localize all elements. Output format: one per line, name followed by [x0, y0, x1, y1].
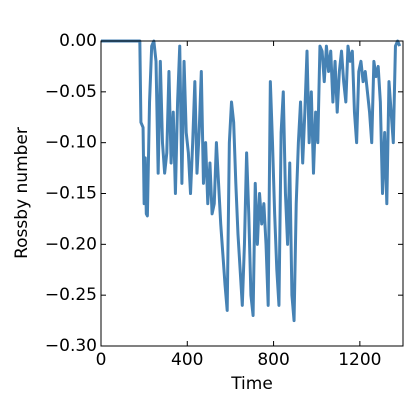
x-tick-label: 400 — [171, 350, 203, 370]
y-tick-label: −0.10 — [45, 133, 97, 153]
y-tick-label: −0.05 — [45, 82, 97, 102]
y-tick-label: −0.25 — [45, 285, 97, 305]
y-tick-label: −0.30 — [45, 336, 97, 356]
x-tick-label: 0 — [96, 350, 107, 370]
x-tick-label: 800 — [257, 350, 289, 370]
x-tick-label: 1200 — [338, 350, 381, 370]
y-axis-label: Rossby number — [12, 127, 32, 259]
y-tick-label: 0.00 — [59, 31, 97, 51]
data-line — [101, 39, 402, 323]
y-tick-label: −0.15 — [45, 184, 97, 204]
y-tick-label: −0.20 — [45, 234, 97, 254]
x-axis-label: Time — [230, 374, 273, 394]
